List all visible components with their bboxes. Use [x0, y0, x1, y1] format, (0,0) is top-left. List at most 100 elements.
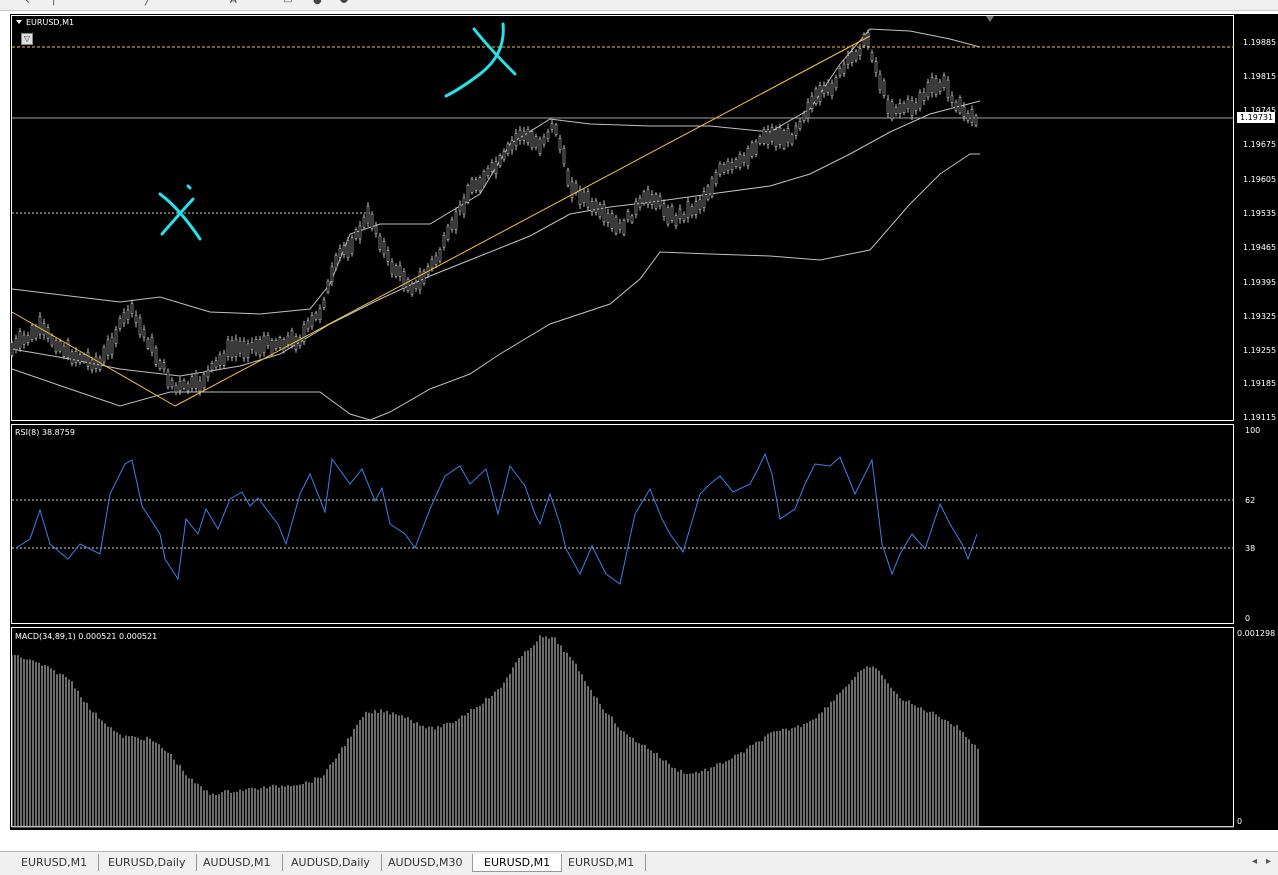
rectangle-tool-icon[interactable]: ▭	[283, 0, 293, 6]
candle-body	[686, 201, 690, 218]
tab-scroll-left-icon[interactable]: ◂	[1252, 856, 1258, 867]
candle-body	[330, 266, 334, 282]
chart-canvas	[10, 22, 1234, 828]
candle-body	[694, 201, 698, 215]
candle-body	[266, 335, 270, 347]
chart-window[interactable]: EURUSD,M1 ▽ RSI(8) 38.8759 MACD(34,89,1)…	[10, 14, 1278, 843]
price-label: 1.19115	[1243, 413, 1277, 422]
candle-body	[186, 383, 190, 392]
tab-eurusd-m1-2[interactable]: EURUSD,M1	[557, 854, 647, 871]
candle-body	[302, 324, 306, 342]
candle-body	[722, 164, 726, 173]
candle-body	[306, 320, 310, 330]
rsi-level-label: 62	[1245, 496, 1256, 505]
symbol-menu-icon[interactable]	[16, 20, 22, 24]
candle-body	[526, 129, 530, 144]
candle-body	[922, 91, 926, 101]
candle-body	[482, 171, 486, 187]
candle-body	[410, 283, 414, 295]
candle-body	[606, 213, 610, 223]
candle-body	[318, 307, 322, 321]
candle-body	[822, 85, 826, 95]
candle-body	[942, 75, 946, 88]
trendline-up	[174, 35, 871, 407]
candle-body	[278, 337, 282, 348]
candle-body	[714, 172, 718, 185]
candle-body	[162, 362, 166, 370]
candle-body	[74, 351, 78, 363]
candle-body	[326, 280, 330, 293]
time-label: 27 Jan 18:56	[906, 834, 957, 843]
one-click-trading-icon[interactable]: ▽	[21, 33, 33, 45]
candle-body	[798, 121, 802, 129]
candle-body	[314, 312, 318, 320]
time-label: 27 Jan 17:52	[650, 834, 701, 843]
candle-body	[234, 338, 238, 358]
time-label: 27 Jan 17:04	[458, 834, 509, 843]
tab-eurusd-daily[interactable]: EURUSD,Daily	[97, 854, 198, 871]
candle-body	[114, 329, 118, 344]
macd-pane[interactable]: MACD(34,89,1) 0.000521 0.000521	[11, 627, 1234, 827]
price-pane[interactable]: EURUSD,M1 ▽	[11, 15, 1234, 421]
time-label: 27 Jan 17:36	[586, 834, 637, 843]
price-label: 1.19465	[1243, 243, 1277, 252]
time-label: 27 Jan 18:40	[842, 834, 893, 843]
candle-body	[814, 88, 818, 105]
candle-body	[126, 309, 130, 320]
candle-body	[430, 258, 434, 269]
arrow-tool-icon[interactable]: ⯃	[340, 0, 348, 6]
candle-body	[14, 338, 18, 350]
candle-body	[282, 338, 286, 352]
candle-body	[602, 203, 606, 223]
candle-body	[494, 161, 498, 174]
tab-eurusd-m1-active[interactable]: EURUSD,M1	[472, 854, 563, 872]
tab-eurusd-m1[interactable]: EURUSD,M1	[10, 854, 100, 871]
candle-body	[338, 248, 342, 258]
chart-shift-marker-icon[interactable]	[986, 16, 994, 22]
candle-body	[634, 201, 638, 215]
price-label: 1.19885	[1243, 38, 1277, 47]
candle-body	[614, 216, 618, 234]
candle-body	[586, 191, 590, 208]
candle-body	[870, 52, 874, 61]
ellipse-tool-icon[interactable]: ●	[313, 0, 322, 6]
trendline-tool-icon[interactable]: ╱	[145, 0, 152, 6]
candle-body	[806, 102, 810, 119]
candle-body	[770, 127, 774, 142]
tab-audusd-m30[interactable]: AUDUSD,M30	[377, 854, 475, 871]
candle-body	[918, 92, 922, 109]
tab-audusd-daily[interactable]: AUDUSD,Daily	[280, 854, 382, 871]
candle-body	[246, 343, 250, 358]
rsi-line	[15, 452, 978, 585]
cursor-tool-icon[interactable]: ↖	[22, 0, 31, 6]
tab-scroll-right-icon[interactable]: ▸	[1266, 856, 1272, 867]
candle-body	[134, 315, 138, 323]
candle-body	[758, 136, 762, 144]
candle-body	[910, 100, 914, 117]
candle-body	[82, 354, 86, 363]
chart-tab-bar: EURUSD,M1 EURUSD,Daily AUDUSD,M1 AUDUSD,…	[0, 851, 1278, 875]
candle-body	[390, 261, 394, 275]
candle-body	[406, 278, 410, 291]
candle-body	[370, 213, 374, 229]
text-tool-icon[interactable]: A	[230, 0, 237, 6]
candle-body	[394, 265, 398, 277]
candle-body	[678, 208, 682, 220]
candle-body	[38, 316, 42, 335]
candle-body	[698, 199, 702, 210]
candle-body	[70, 351, 74, 364]
candle-body	[950, 95, 954, 103]
candle-body	[718, 163, 722, 175]
time-label: 27 Jan 18:08	[714, 834, 765, 843]
candle-body	[286, 335, 290, 345]
candle-body	[670, 206, 674, 221]
candle-body	[486, 167, 490, 176]
candle-body	[530, 131, 534, 149]
candle-body	[398, 265, 402, 277]
candle-body	[534, 136, 538, 148]
vertical-line-tool-icon[interactable]: |	[52, 0, 56, 6]
candle-body	[490, 162, 494, 173]
tab-audusd-m1[interactable]: AUDUSD,M1	[192, 854, 283, 871]
price-label: 1.19815	[1243, 72, 1277, 81]
bollinger-lower-band	[11, 153, 980, 421]
